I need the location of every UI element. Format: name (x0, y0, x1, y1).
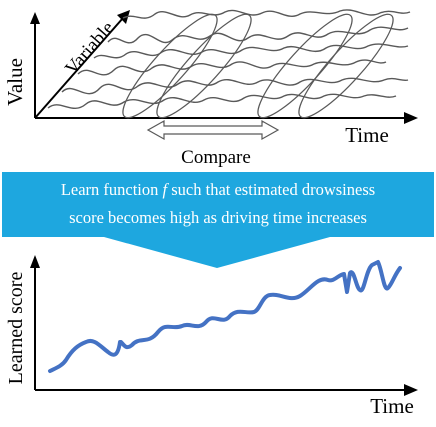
window-ellipse-left-1 (122, 13, 218, 119)
bottom-y-axis-arrowhead (30, 255, 40, 268)
bottom-x-axis-label: Time (370, 394, 414, 418)
banner-arrow-shape (2, 172, 434, 268)
compare-arrow: Compare (146, 119, 280, 168)
bottom-y-axis-label: Learned score (5, 272, 27, 385)
banner-line1-suffix: such that estimated drowsiness (167, 180, 375, 199)
top-x-axis-arrowhead (404, 112, 418, 124)
series-line-3 (93, 43, 409, 59)
variable-axis (34, 17, 124, 119)
banner-text-line-2: score becomes high as driving time incre… (69, 208, 367, 227)
banner-text-line-1: Learn function f such that estimated dro… (61, 180, 375, 199)
bottom-x-axis-arrowhead (404, 384, 418, 396)
variable-axis-arrowhead (117, 10, 130, 24)
bottom-chart: Learned score Time (5, 255, 418, 418)
compare-double-arrow (146, 119, 280, 141)
variable-axis-label: Variable (61, 18, 118, 80)
top-chart: Value Variable Time Compare (3, 9, 418, 168)
series-line-2 (107, 26, 409, 44)
series-line-1 (122, 9, 411, 19)
learned-score-line (48, 260, 402, 373)
compare-label: Compare (181, 147, 251, 168)
function-symbol: f (163, 180, 170, 199)
top-x-axis-label: Time (345, 123, 389, 147)
banner-line1-prefix: Learn function (61, 180, 163, 199)
series-group (47, 9, 411, 109)
top-y-axis-arrowhead (30, 12, 40, 24)
learning-banner: Learn function f such that estimated dro… (2, 172, 434, 268)
series-line-6 (47, 93, 397, 109)
window-ellipse-right-2 (298, 13, 394, 119)
window-group (122, 13, 394, 119)
window-ellipse-left-2 (156, 13, 252, 119)
series-line-5 (61, 77, 409, 95)
series-line-4 (77, 59, 387, 76)
top-y-axis-label: Value (3, 58, 27, 106)
